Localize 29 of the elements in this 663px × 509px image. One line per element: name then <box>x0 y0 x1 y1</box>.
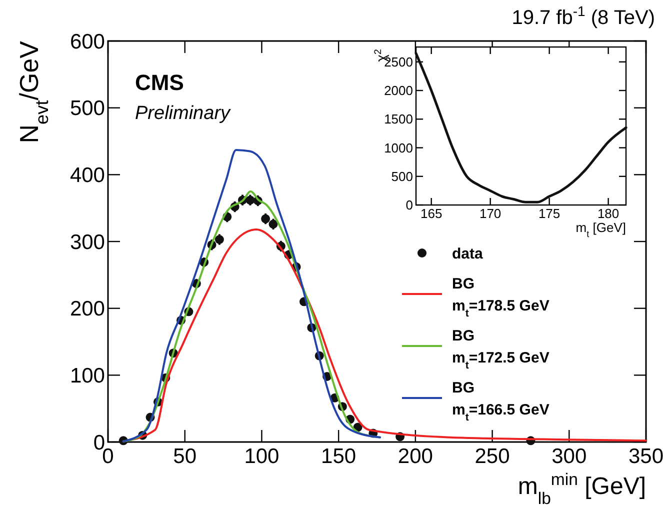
x-tick-label: 180 <box>597 206 620 221</box>
y-tick-label: 500 <box>70 97 105 120</box>
y-tick-label: 400 <box>70 164 105 188</box>
y-tick-label: 600 <box>70 30 105 54</box>
y-tick-label: 100 <box>70 364 105 388</box>
y-tick-label: 200 <box>70 298 105 321</box>
text: 19.7 fb$^{-1}$ (8 TeV) <box>512 3 655 29</box>
y-tick-label: 1500 <box>384 112 413 127</box>
x-tick-label: 50 <box>173 445 197 468</box>
legend-label: data <box>452 245 484 262</box>
x-tick-label: 170 <box>479 206 502 221</box>
x-tick-label: 100 <box>244 445 280 468</box>
legend-label: BG m$_{t}$=166.5 GeV <box>452 379 550 424</box>
x-axis-title: m$_{t}$ [GeV] <box>576 220 626 239</box>
x-tick-label: 150 <box>321 445 356 468</box>
y-tick-label: 500 <box>391 168 413 184</box>
annotation: CMS <box>135 70 184 95</box>
x-axis-title: m$_{lb}$$^{min}$ [GeV] <box>518 470 646 508</box>
annotation: Preliminary <box>135 103 232 124</box>
x-tick-label: 250 <box>474 445 510 468</box>
legend-label: BG m$_{t}$=172.5 GeV <box>452 327 550 372</box>
y-tick-label: 300 <box>70 230 105 254</box>
x-tick-label: 300 <box>552 445 587 468</box>
legend-label: BG m$_{t}$=178.5 GeV <box>452 275 550 320</box>
x-tick-label: 165 <box>420 206 442 221</box>
y-tick-label: 2000 <box>384 83 413 98</box>
x-tick-label: 175 <box>538 206 560 221</box>
x-tick-label: 350 <box>628 445 663 468</box>
y-tick-label: 1000 <box>384 140 413 156</box>
